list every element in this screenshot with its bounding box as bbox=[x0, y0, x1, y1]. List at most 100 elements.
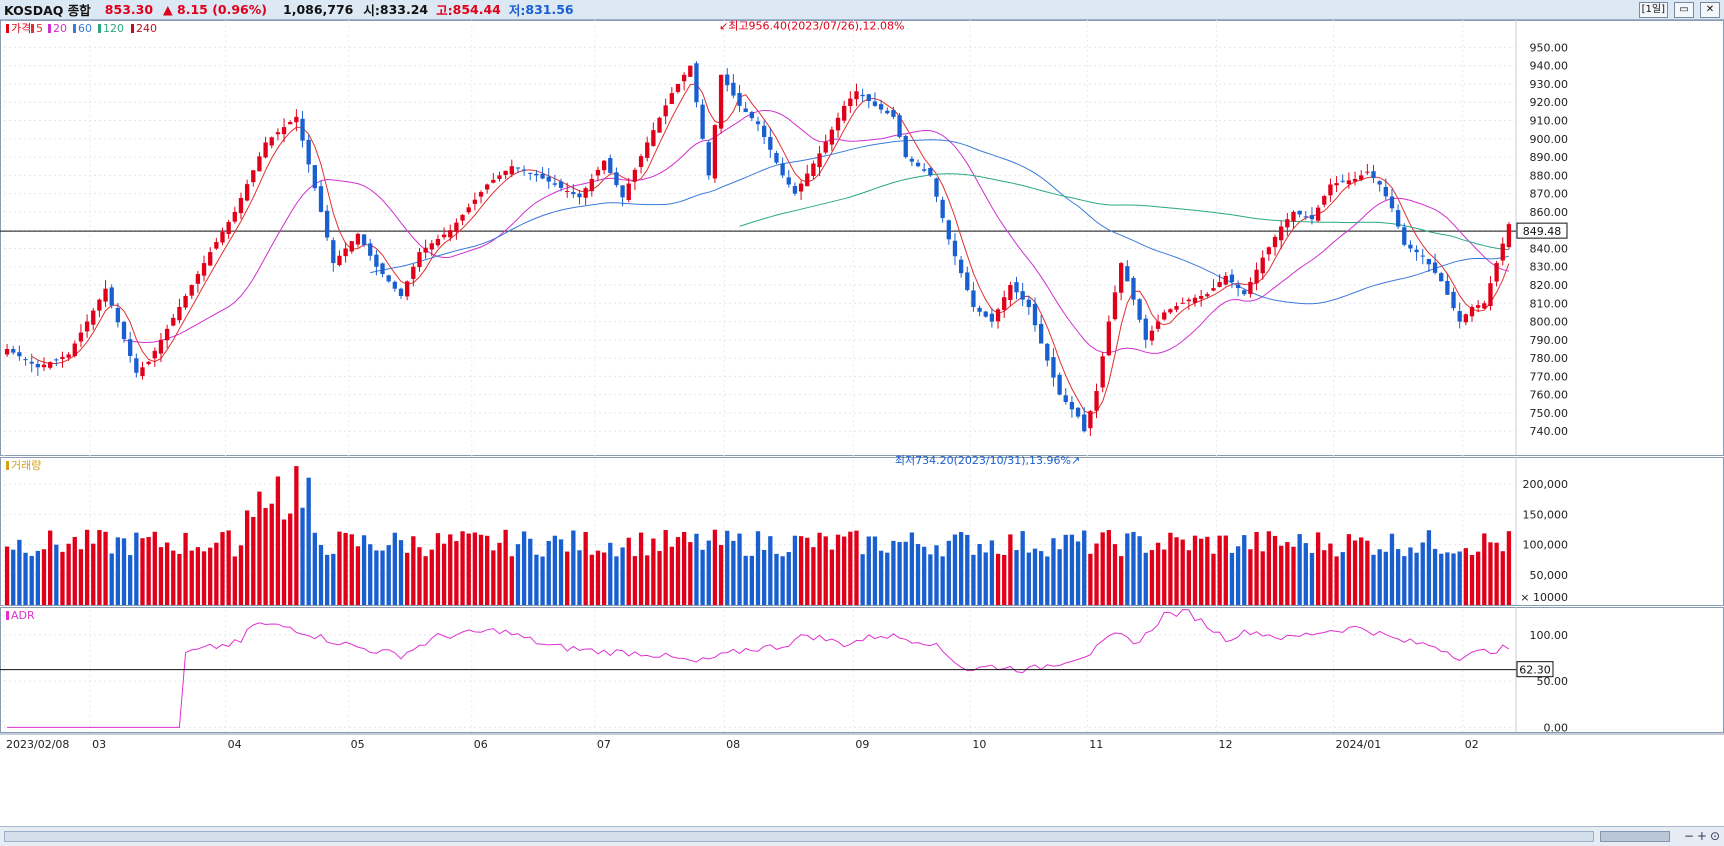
grid-lines bbox=[0, 20, 1516, 732]
volume-tick-label: 50,000 bbox=[1530, 569, 1569, 582]
volume-bar bbox=[1199, 538, 1204, 605]
volume-bar bbox=[885, 552, 890, 605]
candle-body bbox=[737, 93, 742, 106]
volume-bar bbox=[1475, 551, 1481, 605]
volume-bar bbox=[84, 529, 90, 605]
volume-bar bbox=[1002, 554, 1007, 605]
candle-body bbox=[324, 210, 330, 238]
volume-bar bbox=[460, 531, 465, 605]
minimize-icon[interactable]: ▭ bbox=[1674, 2, 1694, 18]
volume-bar bbox=[823, 536, 828, 605]
volume-bar bbox=[1377, 549, 1382, 605]
candle-body bbox=[257, 156, 262, 172]
volume-bar bbox=[1432, 548, 1438, 605]
zoom-reset-icon[interactable]: ⊙ bbox=[1709, 829, 1720, 843]
candle-body bbox=[1500, 243, 1505, 261]
scroll-thumb[interactable] bbox=[1600, 831, 1670, 842]
candle-body bbox=[774, 152, 779, 163]
candle-body bbox=[4, 348, 10, 355]
volume-bar bbox=[1223, 535, 1228, 605]
zoom-in-icon[interactable]: + bbox=[1696, 829, 1707, 843]
candle-body bbox=[866, 94, 871, 102]
volume-bar bbox=[762, 549, 767, 605]
volume-bar bbox=[706, 540, 711, 605]
volume-bar bbox=[558, 539, 564, 605]
volume-bar bbox=[374, 550, 379, 605]
open-label: 시: bbox=[363, 3, 380, 18]
volume-bar bbox=[134, 532, 139, 605]
volume-bar bbox=[1174, 537, 1179, 605]
volume-bar bbox=[429, 549, 434, 605]
candle-body bbox=[878, 104, 884, 110]
candle-body bbox=[558, 181, 564, 188]
period-button[interactable]: [1일] bbox=[1638, 2, 1668, 18]
candle-body bbox=[632, 169, 638, 182]
volume-bar bbox=[1494, 542, 1499, 605]
volume-bar bbox=[829, 549, 835, 605]
volume-bar bbox=[915, 544, 921, 605]
volume-bar bbox=[485, 535, 490, 605]
candle-body bbox=[577, 193, 582, 198]
horizontal-scrollbar[interactable] bbox=[4, 831, 1594, 842]
volume-bar bbox=[1482, 533, 1487, 605]
price-legend-swatch bbox=[73, 24, 76, 33]
candle-body bbox=[860, 94, 865, 97]
candle-body bbox=[946, 220, 951, 240]
volume-bar bbox=[121, 538, 127, 605]
chart-canvas[interactable]: 740.00 750.00 760.00 770.00 780.00 790.00 800.… bbox=[0, 20, 1724, 826]
candle-body bbox=[343, 248, 348, 257]
candle-body bbox=[392, 281, 398, 289]
volume-bar bbox=[214, 542, 219, 605]
candle-body bbox=[60, 357, 65, 359]
candle-body bbox=[448, 230, 453, 238]
ma120-line bbox=[739, 173, 1509, 251]
candle-body bbox=[1038, 323, 1044, 344]
volume-legend-swatch bbox=[6, 461, 9, 470]
candle-body bbox=[1002, 297, 1007, 310]
candle-body bbox=[842, 105, 847, 121]
volume-bar bbox=[140, 538, 145, 605]
candle-body bbox=[386, 275, 391, 282]
volume-bar bbox=[23, 552, 28, 605]
candle-body bbox=[1248, 281, 1253, 294]
candle-body bbox=[995, 309, 1001, 322]
zoom-out-icon[interactable]: − bbox=[1683, 829, 1694, 843]
candle-body bbox=[1457, 311, 1462, 322]
volume-bar bbox=[503, 529, 508, 605]
candle-body bbox=[398, 288, 404, 296]
candle-body bbox=[1149, 330, 1155, 341]
volume-bar bbox=[1242, 535, 1247, 605]
candle-body bbox=[11, 349, 16, 353]
candle-body bbox=[417, 252, 422, 268]
price-tick-label: 760.00 bbox=[1530, 389, 1569, 402]
candle-body bbox=[1272, 236, 1278, 248]
candle-body bbox=[1143, 318, 1148, 340]
candle-body bbox=[78, 332, 84, 342]
candle-body bbox=[645, 142, 650, 158]
volume-bar bbox=[872, 536, 878, 605]
volume-bar bbox=[805, 537, 810, 605]
candle-body bbox=[688, 65, 693, 77]
volume-bar bbox=[1088, 553, 1093, 605]
candle-body bbox=[158, 339, 164, 354]
close-icon[interactable]: ✕ bbox=[1700, 2, 1720, 18]
candle-body bbox=[829, 129, 835, 145]
candle-body bbox=[349, 241, 354, 252]
price-tick-label: 830.00 bbox=[1530, 261, 1569, 274]
reference-price-box bbox=[1516, 222, 1568, 239]
candle-body bbox=[128, 339, 133, 356]
volume-bar bbox=[60, 551, 65, 605]
volume-bar bbox=[891, 540, 896, 605]
candle-body bbox=[208, 252, 213, 266]
volume-bar bbox=[546, 540, 551, 605]
volume-bar bbox=[208, 547, 213, 605]
volume-bar bbox=[164, 542, 170, 605]
candle-body bbox=[35, 364, 41, 368]
price-tick-label: 780.00 bbox=[1530, 352, 1569, 365]
candle-body bbox=[152, 350, 157, 359]
volume-bar bbox=[1334, 556, 1339, 605]
candle-body bbox=[1106, 321, 1111, 356]
volume-bar bbox=[749, 555, 754, 605]
candle-body bbox=[909, 158, 915, 162]
volume-bar bbox=[688, 542, 693, 605]
